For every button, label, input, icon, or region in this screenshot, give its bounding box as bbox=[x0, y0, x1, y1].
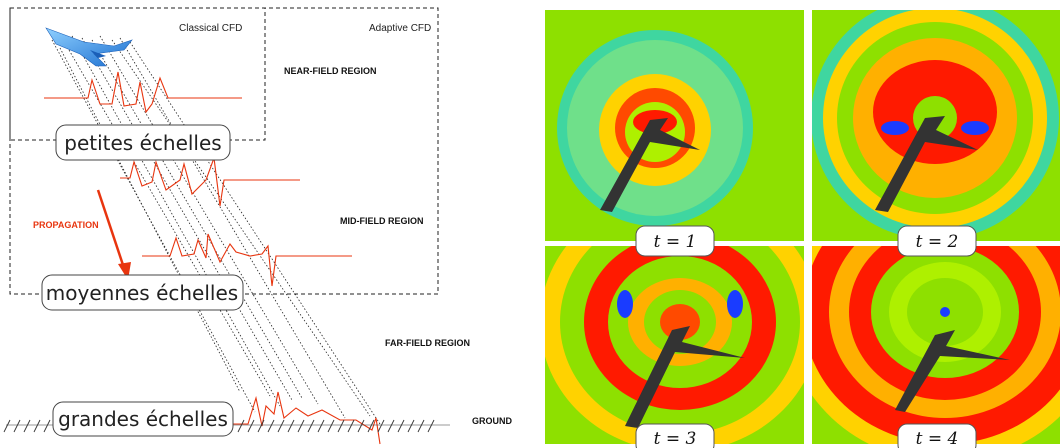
scale-label-large: grandes échelles bbox=[58, 407, 228, 431]
scale-box-small: petites échelles bbox=[55, 124, 231, 161]
adaptive-cfd-label: Adaptive CFD bbox=[369, 23, 431, 34]
scale-label-medium: moyennes échelles bbox=[46, 281, 238, 305]
scale-box-large: grandes échelles bbox=[52, 401, 234, 437]
time-label-t4: t = 4 bbox=[897, 423, 977, 448]
signature-near-field bbox=[44, 71, 242, 114]
time-label-t3: t = 3 bbox=[635, 423, 715, 448]
svg-text:t = 1: t = 1 bbox=[654, 232, 697, 252]
scale-box-medium: moyennes échelles bbox=[41, 274, 244, 311]
time-label-t2: t = 2 bbox=[897, 225, 977, 257]
near-field-label: NEAR-FIELD REGION bbox=[284, 66, 377, 76]
ground-label: GROUND bbox=[472, 416, 512, 426]
scale-label-small: petites échelles bbox=[64, 131, 221, 155]
svg-text:t = 4: t = 4 bbox=[916, 429, 959, 448]
aircraft-icon bbox=[45, 27, 133, 67]
panel-t2 bbox=[812, 10, 1060, 241]
panel-t4 bbox=[812, 246, 1060, 444]
ray-lines bbox=[51, 35, 381, 425]
signature-small-scale bbox=[120, 157, 300, 207]
propagation-diagram: Classical CFD Adaptive CFD NEAR-FIELD RE… bbox=[3, 7, 512, 445]
time-label-t1: t = 1 bbox=[635, 225, 715, 257]
classical-cfd-label: Classical CFD bbox=[179, 23, 242, 34]
signature-ground bbox=[220, 391, 381, 445]
mid-field-label: MID-FIELD REGION bbox=[340, 216, 424, 226]
panel-t1 bbox=[545, 10, 804, 241]
simulation-panels: t = 1 t = 2 t = 3 t = 4 bbox=[545, 10, 1060, 448]
svg-text:t = 2: t = 2 bbox=[916, 232, 959, 252]
panel-t3 bbox=[545, 246, 804, 444]
signature-mid-field bbox=[142, 233, 352, 287]
propagation-label: PROPAGATION bbox=[33, 220, 99, 230]
svg-text:t = 3: t = 3 bbox=[654, 429, 697, 448]
pressure-signatures bbox=[44, 71, 381, 445]
propagation-arrow bbox=[96, 189, 131, 280]
far-field-label: FAR-FIELD REGION bbox=[385, 338, 470, 348]
